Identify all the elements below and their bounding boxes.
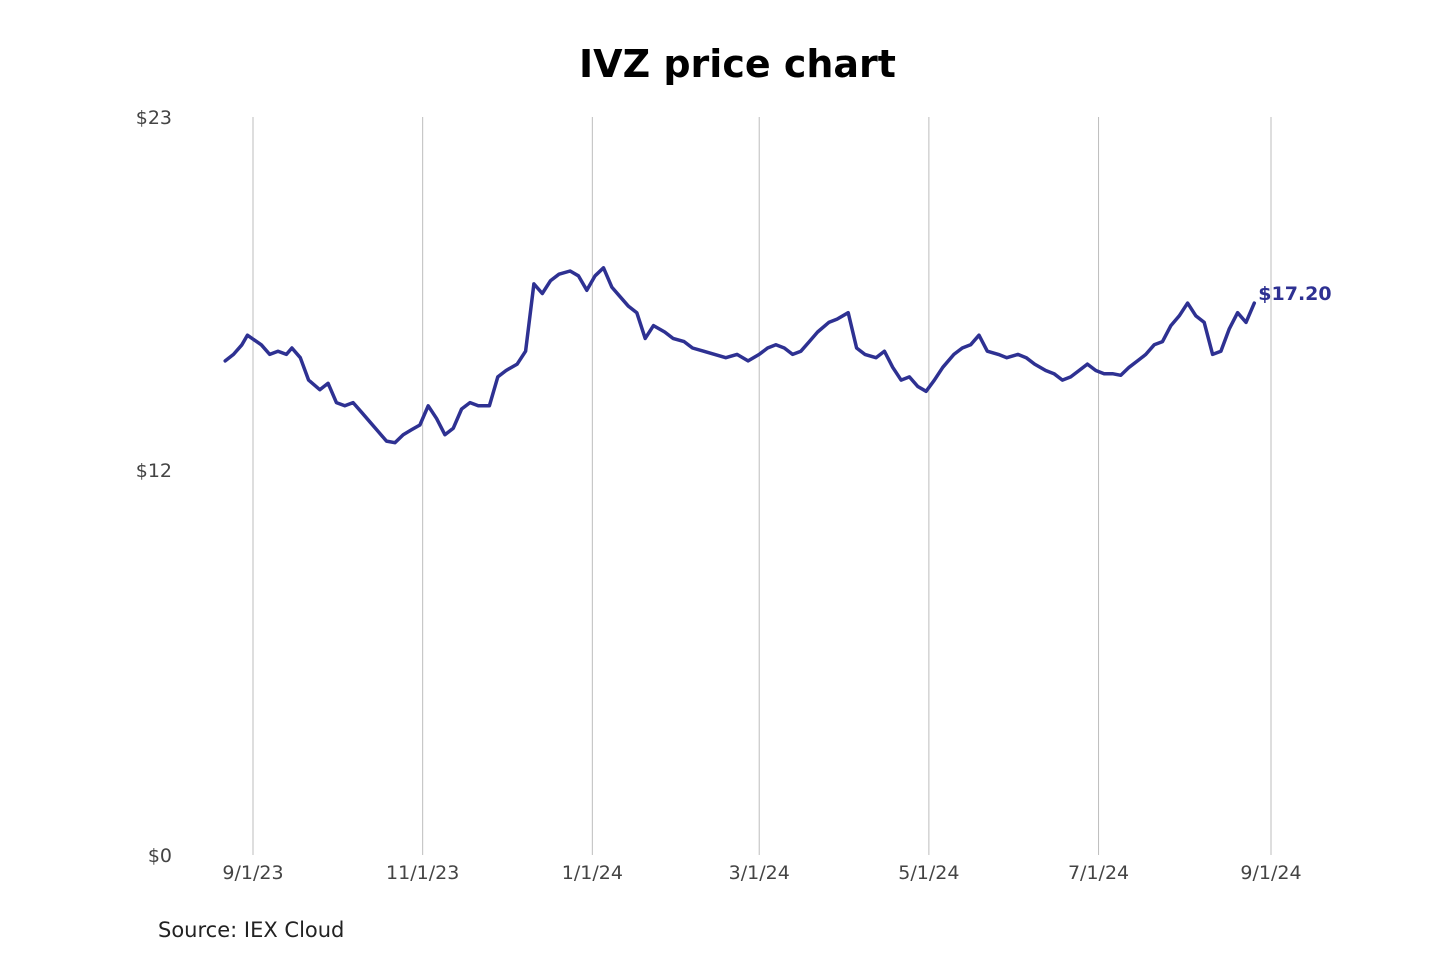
x-tick-label: 7/1/24 <box>1068 862 1129 884</box>
last-value-label: $17.20 <box>1258 283 1331 305</box>
y-axis: $0 $12 $23 <box>136 107 172 867</box>
x-axis: 9/1/23 11/1/23 1/1/24 3/1/24 5/1/24 7/1/24 9/1… <box>222 862 1301 884</box>
x-tick-label: 9/1/23 <box>222 862 283 884</box>
y-tick-label: $23 <box>136 107 172 129</box>
x-tick-label: 5/1/24 <box>898 862 959 884</box>
x-tick-label: 1/1/24 <box>562 862 623 884</box>
grid-layer <box>252 117 1272 855</box>
source-note: Source: IEX Cloud <box>158 918 345 942</box>
y-tick-label: $0 <box>148 845 172 867</box>
x-tick-label: 9/1/24 <box>1240 862 1301 884</box>
y-tick-label: $12 <box>136 460 172 482</box>
price-line <box>223 266 1257 445</box>
series-layer: $17.20 <box>223 266 1332 445</box>
x-tick-label: 3/1/24 <box>729 862 790 884</box>
x-tick-label: 11/1/23 <box>386 862 459 884</box>
chart-title: IVZ price chart <box>579 42 896 86</box>
